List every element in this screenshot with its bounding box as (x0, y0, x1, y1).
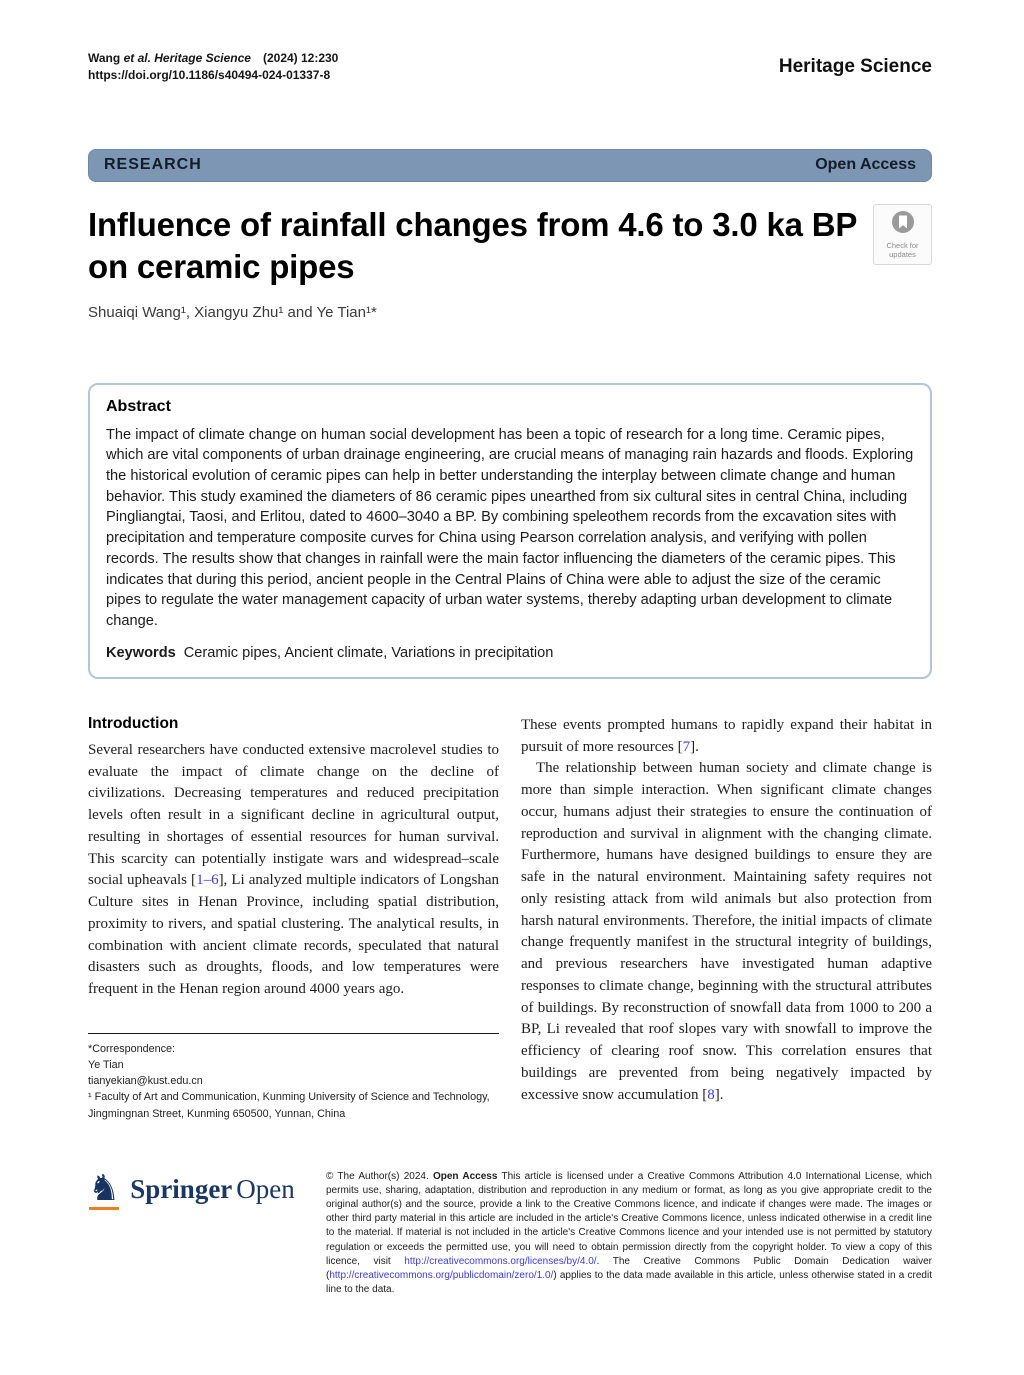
page-header: Wang et al. Heritage Science (2024) 12:2… (88, 50, 932, 85)
article-title: Influence of rainfall changes from 4.6 t… (88, 205, 857, 285)
license-text: © The Author(s) 2024. Open Access This a… (326, 1170, 933, 1296)
title-row: Influence of rainfall changes from 4.6 t… (88, 203, 932, 288)
knight-icon: ♞ (88, 1166, 121, 1210)
correspondence-footnote: *Correspondence: Ye Tian tianyekian@kust… (88, 1032, 499, 1122)
authors-line: Shuaiqi Wang¹, Xiangyu Zhu¹ and Ye Tian¹… (88, 303, 377, 321)
license-link-cc-zero[interactable]: http://creativecommons.org/publicdomain/… (329, 1270, 554, 1282)
research-label: RESEARCH (104, 156, 202, 174)
affiliation-text: ¹ Faculty of Art and Communication, Kunm… (88, 1091, 490, 1120)
journal-name: Heritage Science (778, 56, 932, 78)
intro-paragraph-1: Several researchers have conducted exten… (88, 741, 500, 998)
doi-text: https://doi.org/10.1186/s40494-024-01337… (88, 68, 331, 83)
citation-link-8[interactable]: 8 (707, 1086, 715, 1103)
citation-link-1-6[interactable]: 1–6 (196, 872, 219, 889)
citation-block: Wang et al. Heritage Science (2024) 12:2… (88, 50, 338, 85)
citation-link-7[interactable]: 7 (682, 738, 691, 755)
keywords-text: Ceramic pipes, Ancient climate, Variatio… (183, 644, 554, 661)
left-column: Introduction Several researchers have co… (88, 715, 499, 1122)
keywords-label: Keywords (106, 644, 176, 661)
citation-line: Wang et al. Heritage Science (2024) 12:2… (88, 51, 339, 65)
correspondence-email[interactable]: tianyekian@kust.edu.cn (88, 1075, 203, 1088)
abstract-body: The impact of climate change on human so… (106, 426, 914, 630)
check-updates-badge[interactable]: Check for updates (873, 203, 932, 265)
correspondence-name: Ye Tian (88, 1058, 124, 1071)
open-access-bold: Open Access (432, 1170, 498, 1182)
right-column: These events prompted humans to rapidly … (521, 715, 932, 1122)
open-access-label: Open Access (815, 156, 916, 174)
keywords-line: Keywords Ceramic pipes, Ancient climate, … (106, 645, 914, 661)
logo-wordmark: Springer Open (130, 1174, 295, 1205)
introduction-heading: Introduction (88, 714, 179, 732)
research-banner: RESEARCH Open Access (88, 148, 932, 182)
page-footer: ♞ Springer Open © The Author(s) 2024. Ope… (88, 1166, 933, 1298)
abstract-heading: Abstract (106, 397, 171, 415)
abstract-box: Abstract The impact of climate change on… (88, 382, 932, 679)
knight-underline (89, 1206, 120, 1210)
intro-paragraph-3: The relationship between human society a… (521, 760, 932, 1103)
crossmark-icon (891, 210, 914, 233)
check-updates-label: Check for updates (886, 240, 919, 260)
springer-open-logo: ♞ Springer Open (88, 1166, 300, 1210)
body-columns: Introduction Several researchers have co… (88, 715, 932, 1122)
intro-paragraph-2: These events prompted humans to rapidly … (521, 716, 932, 755)
correspondence-label: *Correspondence: (88, 1042, 176, 1055)
license-link-cc-by[interactable]: http://creativecommons.org/licenses/by/4… (404, 1255, 597, 1267)
